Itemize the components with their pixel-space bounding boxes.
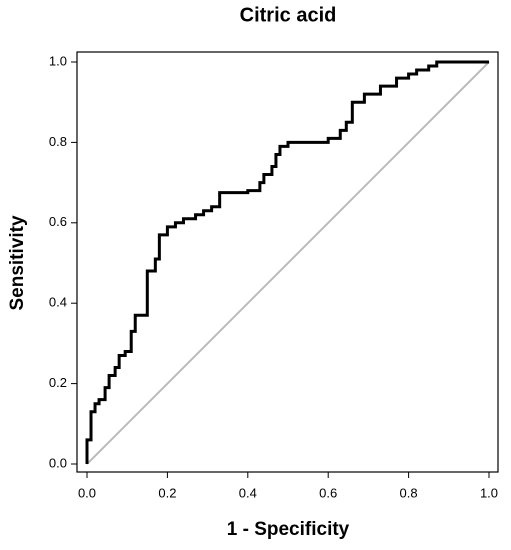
x-axis-label: 1 - Specificity bbox=[227, 519, 350, 540]
x-tick-label: 0.6 bbox=[319, 485, 337, 500]
x-tick-label: 1.0 bbox=[480, 485, 498, 500]
y-tick-label: 0.0 bbox=[49, 455, 67, 470]
x-tick-label: 0.8 bbox=[400, 485, 418, 500]
x-tick-label: 0.2 bbox=[158, 485, 176, 500]
y-tick-label: 0.2 bbox=[49, 375, 67, 390]
y-tick-label: 0.4 bbox=[49, 295, 67, 310]
roc-curve bbox=[85, 60, 489, 464]
reference-line bbox=[86, 61, 490, 465]
y-tick-label: 0.8 bbox=[49, 134, 67, 149]
plot-frame bbox=[76, 51, 499, 473]
x-tick-label: 0.0 bbox=[78, 485, 96, 500]
chart-title: Citric acid bbox=[240, 4, 337, 26]
y-tick-label: 1.0 bbox=[49, 53, 67, 68]
x-tick-label: 0.4 bbox=[239, 485, 257, 500]
y-axis-label: Sensitivity bbox=[7, 215, 28, 310]
y-tick-label: 0.6 bbox=[49, 214, 67, 229]
